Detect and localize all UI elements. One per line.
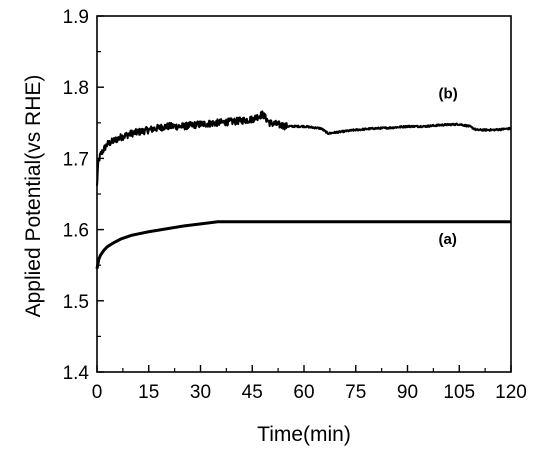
y-tick-labels: 1.4 1.5 1.6 1.7 1.8 1.9	[63, 7, 90, 384]
y-axis-title: Applied Potential(vs RHE)	[22, 75, 45, 318]
y-tick-label: 1.7	[63, 149, 89, 170]
x-tick-label: 120	[495, 382, 527, 403]
series-layer	[95, 110, 513, 270]
x-axis-title: Time(min)	[257, 423, 351, 446]
x-tick-label: 60	[293, 382, 314, 403]
y-tick-label: 1.8	[63, 78, 89, 99]
y-tick-label: 1.9	[63, 7, 89, 28]
y-tick-label: 1.5	[63, 292, 89, 313]
x-tick-label: 15	[138, 382, 159, 403]
y-tick-label: 1.4	[63, 363, 90, 384]
plot-frame	[96, 15, 512, 373]
series-b-label: (b)	[439, 86, 458, 103]
series-b-line	[96, 110, 512, 186]
ticks-layer	[96, 15, 512, 373]
x-tick-label: 75	[345, 382, 366, 403]
x-tick-label: 90	[397, 382, 418, 403]
x-tick-label: 105	[443, 382, 475, 403]
y-tick-label: 1.6	[63, 221, 89, 242]
x-tick-label: 30	[190, 382, 211, 403]
x-tick-labels: 0 15 30 45 60 75 90 105 120	[92, 382, 527, 403]
series-a-label: (a)	[439, 231, 457, 248]
x-tick-label: 0	[92, 382, 103, 403]
x-tick-label: 45	[242, 382, 263, 403]
series-a-line	[95, 220, 513, 270]
